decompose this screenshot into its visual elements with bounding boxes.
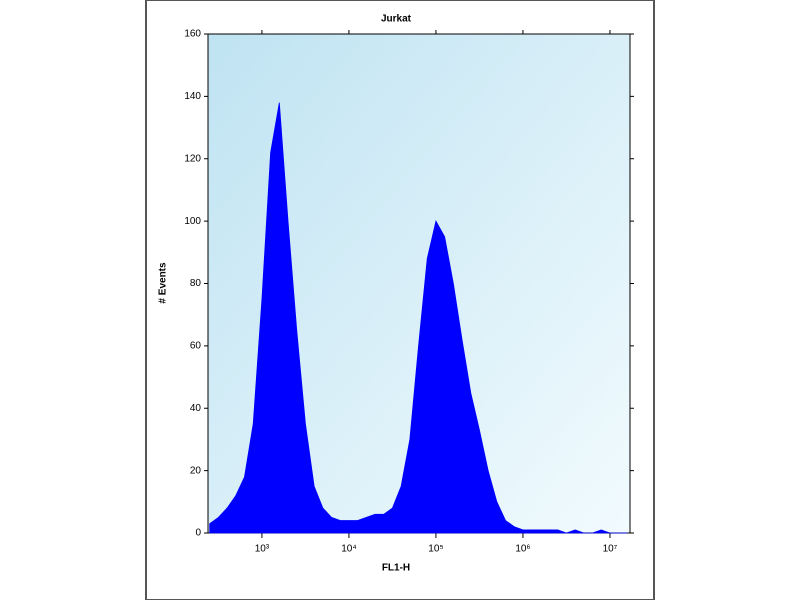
x-tick-label: 10⁶ (515, 544, 530, 555)
y-tick-label: 120 (184, 153, 201, 164)
y-tick-label: 20 (190, 465, 202, 476)
y-tick-label: 160 (184, 29, 201, 40)
x-axis-label: FL1-H (382, 563, 410, 574)
x-tick-label: 10⁴ (341, 544, 356, 555)
y-tick-label: 140 (184, 91, 201, 102)
y-tick-label: 0 (195, 528, 201, 539)
y-tick-label: 60 (190, 341, 202, 352)
histogram-area (209, 102, 628, 534)
x-tick-label: 10³ (255, 544, 270, 555)
x-tick-label: 10⁷ (603, 544, 618, 555)
x-tick-label: 10⁵ (428, 544, 443, 555)
y-axis-label: # Events (158, 262, 169, 304)
y-tick-label: 40 (190, 403, 202, 414)
y-tick-label: 80 (190, 278, 202, 289)
chart-title: Jurkat (381, 14, 412, 25)
y-tick-label: 100 (184, 216, 201, 227)
